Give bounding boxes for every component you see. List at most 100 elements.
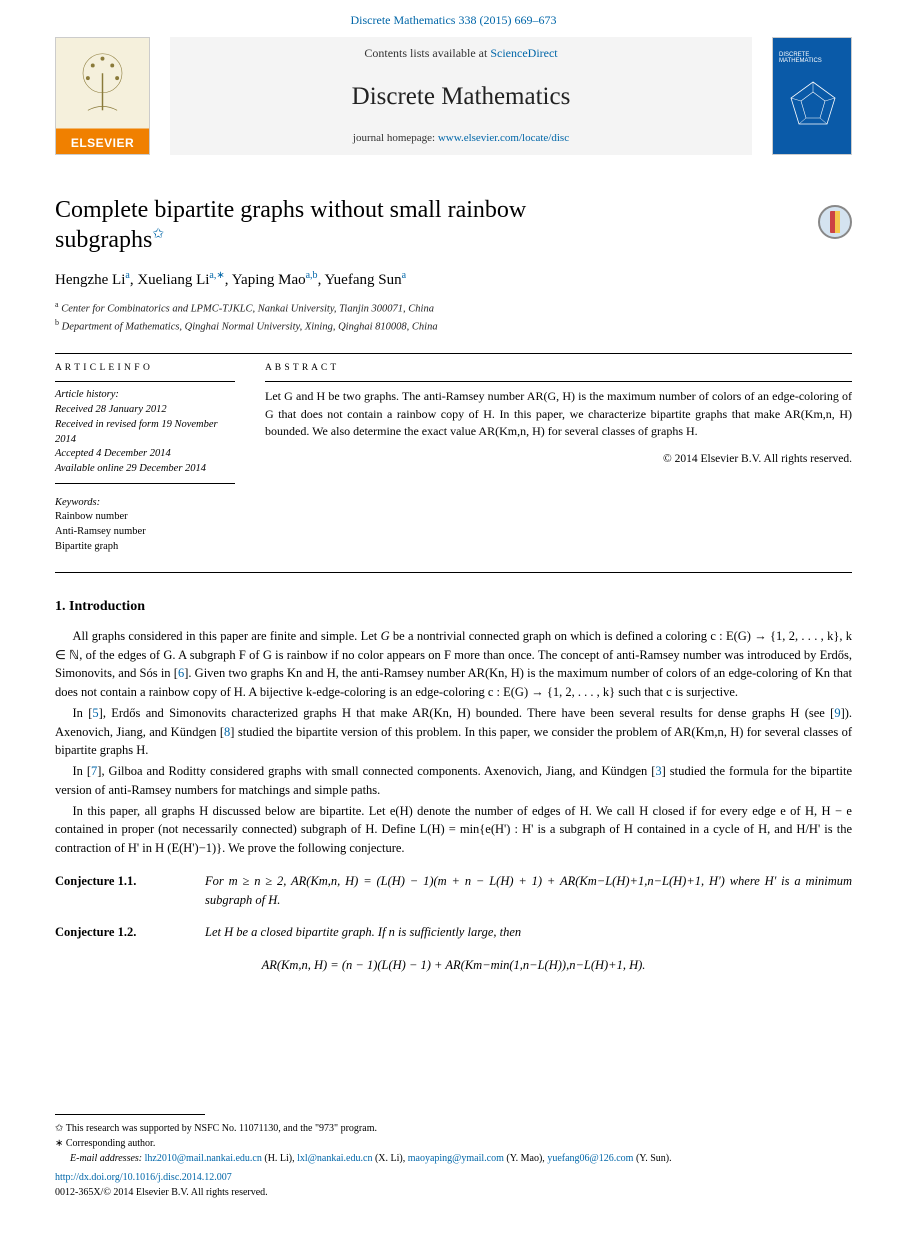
author-sup: a,b bbox=[306, 270, 318, 281]
meta-abstract-row: A R T I C L E I N F O Article history: R… bbox=[55, 362, 852, 554]
corresponding-text: Corresponding author. bbox=[66, 1138, 155, 1149]
email-who: (Y. Sun). bbox=[633, 1153, 671, 1164]
author-name: Xueliang Li bbox=[137, 272, 209, 288]
paper-title: Complete bipartite graphs without small … bbox=[55, 195, 852, 255]
aff-text: Department of Mathematics, Qinghai Norma… bbox=[62, 321, 438, 332]
author-sup: a bbox=[402, 270, 406, 281]
author-name: Yuefang Sun bbox=[325, 272, 402, 288]
divider bbox=[55, 572, 852, 573]
history-label: Article history: bbox=[55, 388, 235, 403]
author-list: Hengzhe Lia, Xueliang Lia,∗, Yaping Maoa… bbox=[55, 269, 852, 291]
abstract-text: Let G and H be two graphs. The anti-Rams… bbox=[265, 388, 852, 440]
conjecture-body: For m ≥ n ≥ 2, AR(Km,n, H) = (L(H) − 1)(… bbox=[205, 872, 852, 910]
date-accepted: Accepted 4 December 2014 bbox=[55, 447, 235, 462]
homepage-line: journal homepage: www.elsevier.com/locat… bbox=[170, 131, 752, 146]
divider bbox=[55, 353, 852, 354]
affiliation-list: a Center for Combinatorics and LPMC-TJKL… bbox=[55, 299, 852, 335]
para-text: All graphs considered in this paper are … bbox=[73, 629, 381, 643]
date-revised: Received in revised form 19 November 201… bbox=[55, 418, 235, 447]
funding-text: This research was supported by NSFC No. … bbox=[66, 1123, 377, 1134]
email-link-2[interactable]: lxl@nankai.edu.cn bbox=[297, 1153, 372, 1164]
email-link-3[interactable]: maoyaping@ymail.com bbox=[408, 1153, 504, 1164]
emails-line: E-mail addresses: lhz2010@mail.nankai.ed… bbox=[55, 1151, 852, 1166]
sciencedirect-link[interactable]: ScienceDirect bbox=[490, 46, 557, 60]
contents-prefix: Contents lists available at bbox=[364, 46, 490, 60]
author-1: Hengzhe Lia bbox=[55, 272, 130, 288]
aff-text: Center for Combinatorics and LPMC-TJKLC,… bbox=[61, 303, 434, 314]
paragraph-4: In this paper, all graphs H discussed be… bbox=[55, 802, 852, 858]
aff-label: a bbox=[55, 300, 59, 309]
paragraph-3: In [7], Gilboa and Roditty considered gr… bbox=[55, 762, 852, 800]
contents-line: Contents lists available at ScienceDirec… bbox=[170, 45, 752, 62]
doi-link[interactable]: http://dx.doi.org/10.1016/j.disc.2014.12… bbox=[55, 1172, 232, 1183]
issn-line: 0012-365X/© 2014 Elsevier B.V. All right… bbox=[55, 1185, 852, 1200]
para-text: ], Gilboa and Roditty considered graphs … bbox=[97, 764, 655, 778]
author-sup: a,∗ bbox=[209, 270, 224, 281]
footer: ✩ This research was supported by NSFC No… bbox=[55, 1114, 852, 1200]
elsevier-label: ELSEVIER bbox=[56, 135, 149, 152]
abstract-column: A B S T R A C T Let G and H be two graph… bbox=[265, 362, 852, 554]
paragraph-2: In [5], Erdős and Simonovits characteriz… bbox=[55, 704, 852, 760]
conjecture-body: Let H be a closed bipartite graph. If n … bbox=[205, 923, 852, 942]
homepage-link[interactable]: www.elsevier.com/locate/disc bbox=[438, 132, 569, 144]
crossmark-icon[interactable] bbox=[818, 205, 852, 239]
affiliation-b: b Department of Mathematics, Qinghai Nor… bbox=[55, 317, 852, 335]
author-3: Yaping Maoa,b bbox=[232, 272, 318, 288]
cover-graph-icon bbox=[787, 78, 839, 130]
copyright-line: © 2014 Elsevier B.V. All rights reserved… bbox=[265, 451, 852, 467]
journal-name: Discrete Mathematics bbox=[170, 79, 752, 114]
paragraph-1: All graphs considered in this paper are … bbox=[55, 627, 852, 702]
formula: AR(Km,n, H) = (n − 1)(L(H) − 1) + AR(Km−… bbox=[55, 956, 852, 975]
affiliation-a: a Center for Combinatorics and LPMC-TJKL… bbox=[55, 299, 852, 317]
para-text: ], Erdős and Simonovits characterized gr… bbox=[99, 706, 835, 720]
funding-note: ✩ This research was supported by NSFC No… bbox=[55, 1121, 852, 1136]
title-block: Complete bipartite graphs without small … bbox=[55, 195, 852, 255]
keywords-block: Keywords: Rainbow number Anti-Ramsey num… bbox=[55, 496, 235, 555]
email-who: (X. Li), bbox=[372, 1153, 407, 1164]
conjecture-1-2: Conjecture 1.2. Let H be a closed bipart… bbox=[55, 923, 852, 942]
cover-title: DISCRETE MATHEMATICS bbox=[779, 52, 822, 65]
section-1-heading: 1. Introduction bbox=[55, 597, 852, 617]
abstract-heading: A B S T R A C T bbox=[265, 362, 852, 375]
article-info-heading: A R T I C L E I N F O bbox=[55, 362, 235, 375]
keyword-2: Anti-Ramsey number bbox=[55, 525, 235, 540]
author-name: Hengzhe Li bbox=[55, 272, 125, 288]
para-text: In [ bbox=[73, 706, 93, 720]
star-icon: ✩ bbox=[55, 1123, 63, 1134]
divider bbox=[265, 381, 852, 382]
bookmark-ribbon-icon bbox=[830, 211, 840, 233]
doi-line: http://dx.doi.org/10.1016/j.disc.2014.12… bbox=[55, 1170, 852, 1185]
article-dates: Article history: Received 28 January 201… bbox=[55, 388, 235, 476]
corresponding-note: ∗ Corresponding author. bbox=[55, 1136, 852, 1151]
emails-label: E-mail addresses: bbox=[70, 1153, 142, 1164]
homepage-prefix: journal homepage: bbox=[353, 132, 438, 144]
funding-star-icon[interactable]: ✩ bbox=[152, 227, 164, 242]
email-link-4[interactable]: yuefang06@126.com bbox=[547, 1153, 633, 1164]
divider bbox=[55, 381, 235, 382]
cover-thumbnail[interactable]: DISCRETE MATHEMATICS bbox=[772, 37, 852, 155]
asterisk-icon: ∗ bbox=[55, 1138, 63, 1149]
keyword-1: Rainbow number bbox=[55, 510, 235, 525]
conjecture-label: Conjecture 1.1. bbox=[55, 872, 205, 910]
journal-header: ELSEVIER Contents lists available at Sci… bbox=[55, 37, 852, 155]
journal-reference: Discrete Mathematics 338 (2015) 669–673 bbox=[0, 0, 907, 37]
title-line-2: subgraphs bbox=[55, 227, 152, 253]
email-link-1[interactable]: lhz2010@mail.nankai.edu.cn bbox=[145, 1153, 262, 1164]
email-who: (H. Li), bbox=[262, 1153, 297, 1164]
author-name: Yaping Mao bbox=[232, 272, 306, 288]
author-sup: a bbox=[125, 270, 129, 281]
conjecture-label: Conjecture 1.2. bbox=[55, 923, 205, 942]
article-info-column: A R T I C L E I N F O Article history: R… bbox=[55, 362, 235, 554]
header-center: Contents lists available at ScienceDirec… bbox=[170, 37, 752, 155]
author-2: Xueliang Lia,∗ bbox=[137, 272, 224, 288]
title-line-1: Complete bipartite graphs without small … bbox=[55, 197, 526, 223]
footer-divider bbox=[55, 1114, 205, 1115]
elsevier-logo[interactable]: ELSEVIER bbox=[55, 37, 150, 155]
divider bbox=[55, 483, 235, 484]
email-who: (Y. Mao), bbox=[504, 1153, 547, 1164]
para-text: In [ bbox=[73, 764, 92, 778]
date-online: Available online 29 December 2014 bbox=[55, 462, 235, 477]
aff-label: b bbox=[55, 318, 59, 327]
author-4: Yuefang Suna bbox=[325, 272, 407, 288]
conjecture-1-1: Conjecture 1.1. For m ≥ n ≥ 2, AR(Km,n, … bbox=[55, 872, 852, 910]
